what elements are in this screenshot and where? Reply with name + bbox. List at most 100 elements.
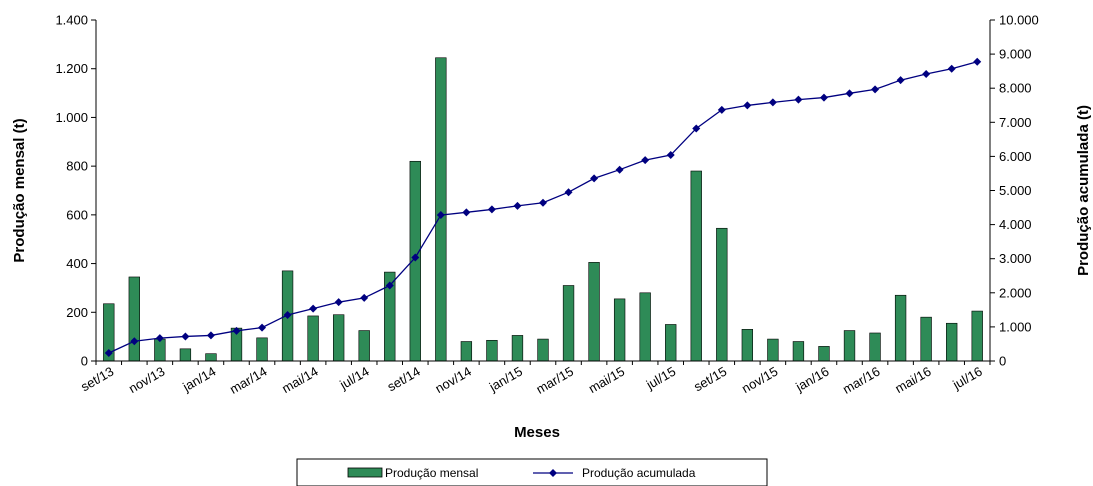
line-point [232,326,241,335]
x-axis-title: Meses [514,424,560,441]
y2-tick-label: 10.000 [999,13,1039,28]
bar [818,346,830,362]
bar [332,314,345,362]
bar [665,324,677,362]
bar [486,339,498,362]
line-point [692,124,701,133]
x-tick-label: jul/15 [643,364,678,393]
bar [562,285,575,362]
bar [971,310,983,362]
y-tick-label: 200 [66,305,88,320]
legend-line-marker [549,469,557,477]
line-point [411,253,420,262]
bar [256,337,268,362]
x-tick-label: mai/16 [892,364,933,397]
line-point [615,165,624,174]
x-tick-label: set/14 [385,364,423,395]
bar [716,227,728,362]
line-point [564,188,573,197]
line-point [360,293,369,302]
bar [128,276,140,362]
line-point [871,85,880,94]
cumulative-line-path [108,61,978,354]
y2-tick-label: 5.000 [999,183,1032,198]
bar [741,329,754,362]
bar [154,338,166,362]
cumulative-production-line [104,57,982,357]
x-tick-label: mar/14 [227,364,270,397]
bar [205,353,217,362]
bar [767,338,779,362]
bar [843,330,856,362]
bar [460,341,473,362]
y2-tick-label: 0 [999,354,1006,369]
bar [537,338,549,362]
x-tick-label: nov/13 [126,364,167,397]
line-point [794,95,803,104]
line-point [130,337,139,346]
bar [588,262,600,362]
y2-tick-label: 9.000 [999,47,1032,62]
line-point [385,281,394,290]
y-tick-label: 1.000 [55,110,88,125]
line-point [743,101,752,110]
bar [358,330,370,362]
x-tick-label: jan/16 [792,364,831,395]
y2-tick-label: 2.000 [999,285,1032,300]
bar [946,322,958,362]
bar [307,315,319,362]
line-point [590,174,599,183]
x-tick-label: jul/16 [949,364,984,393]
y-tick-label: 1.200 [55,61,88,76]
line-point [539,198,547,207]
x-tick-label: jan/15 [486,364,525,395]
line-point [258,323,267,332]
x-tick-label: mar/15 [533,364,576,397]
x-tick-label: set/15 [691,364,729,395]
line-point [973,57,982,66]
line-point [819,93,828,102]
line-point [896,76,905,85]
bar [179,348,192,362]
y2-tick-label: 6.000 [999,149,1032,164]
line-point [206,331,215,340]
x-tick-label: mai/14 [279,364,320,397]
line-point [283,310,292,319]
line-point [845,89,854,98]
bar [869,332,881,362]
y2-tick-label: 1.000 [999,319,1032,334]
line-point [922,70,931,79]
monthly-production-bars [103,57,983,362]
line-point [641,156,650,165]
x-tick-label: mai/15 [586,364,627,397]
bar [511,335,524,362]
y-axis-title: Produção mensal (t) [11,118,28,262]
y2-tick-label: 3.000 [999,251,1032,266]
line-point [334,298,343,307]
line-point [487,205,496,214]
bar [639,292,651,362]
line-point [717,105,726,114]
x-tick-label: jul/14 [336,364,371,393]
y2-tick-label: 4.000 [999,217,1032,232]
y2-axis-title: Produção acumulada (t) [1075,105,1092,276]
bar [894,294,907,362]
bar [920,316,932,362]
x-tick-label: mar/16 [840,364,883,397]
y2-tick-label: 7.000 [999,115,1032,130]
legend-bar-swatch [347,467,383,478]
line-point [666,151,675,160]
bar [690,170,702,362]
line-point [155,334,164,343]
line-point [768,98,777,107]
line-point [309,304,318,313]
line-point [462,208,471,217]
bar [613,298,626,362]
y2-tick-label: 8.000 [999,81,1032,96]
line-point [181,332,190,341]
legend: Produção mensal Produção acumulada [296,458,768,486]
line-point [104,348,113,357]
y-tick-label: 800 [66,159,88,174]
bar [792,341,805,362]
